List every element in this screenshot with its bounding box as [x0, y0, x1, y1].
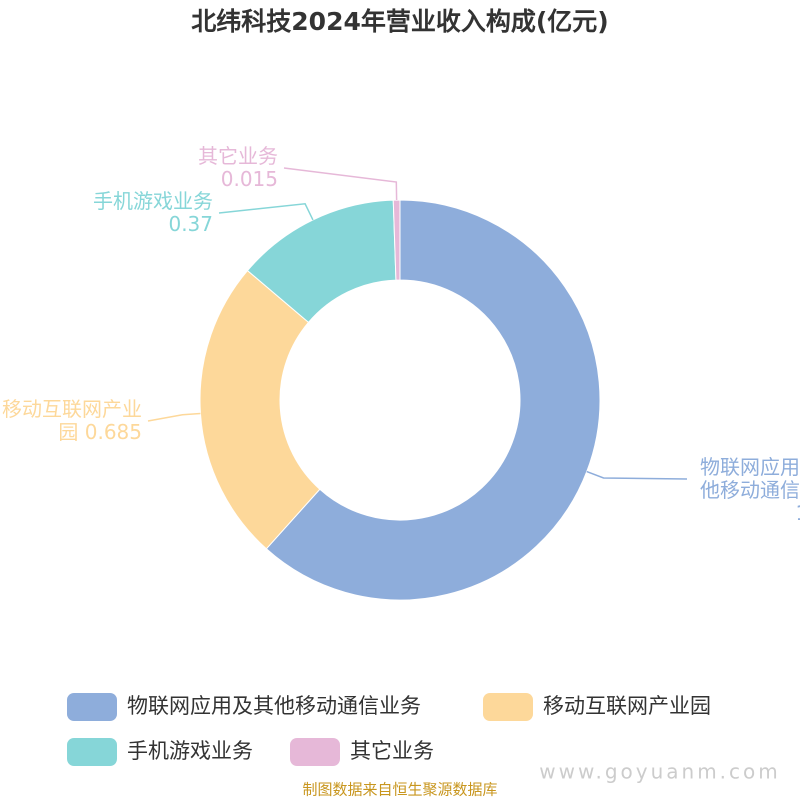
label-box: 手机游戏业务 0.37: [63, 190, 213, 236]
label-value: 0.015: [220, 167, 278, 191]
legend-label: 手机游戏业务: [127, 739, 253, 763]
label-name: 手机游戏业务: [93, 190, 213, 213]
label-value: 1.72: [795, 501, 800, 525]
legend-label: 其它业务: [350, 739, 434, 763]
legend-swatch: [290, 738, 340, 766]
label-name: 移动互联网产业园: [2, 398, 142, 444]
donut-slice: [392, 199, 401, 281]
leader-line: [586, 470, 688, 480]
donut-slice: [199, 269, 321, 550]
label-box: 其它业务 0.015: [158, 145, 278, 191]
leader-line: [283, 167, 398, 201]
label-box: 物联网应用及其他移动通信业务 1.72: [695, 456, 800, 525]
legend-swatch: [67, 738, 117, 766]
legend-swatch: [483, 693, 533, 721]
legend-label: 物联网应用及其他移动通信业务: [127, 694, 421, 718]
slice-label: 物联网应用及其他移动通信业务 1.72: [695, 456, 800, 525]
slice-label: 其它业务 0.015: [158, 145, 278, 191]
label-name: 物联网应用及其他移动通信业务: [700, 456, 800, 502]
slice-label: 手机游戏业务 0.37: [63, 190, 213, 236]
leader-line: [147, 412, 201, 422]
label-box: 移动互联网产业园 0.685: [0, 398, 142, 444]
legend-swatch: [67, 693, 117, 721]
watermark: www.goyuanm.com: [539, 760, 781, 784]
label-value: 0.685: [84, 420, 142, 444]
legend-label: 移动互联网产业园: [543, 694, 711, 718]
slice-label: 移动互联网产业园 0.685: [0, 398, 142, 444]
chart-title: 北纬科技2024年营业收入构成(亿元): [191, 7, 608, 36]
label-name: 其它业务: [198, 145, 278, 168]
donut-slice: [265, 199, 601, 601]
label-value: 0.37: [168, 212, 213, 236]
source: 制图数据来自恒生聚源数据库: [302, 781, 497, 799]
leader-line: [218, 202, 314, 221]
